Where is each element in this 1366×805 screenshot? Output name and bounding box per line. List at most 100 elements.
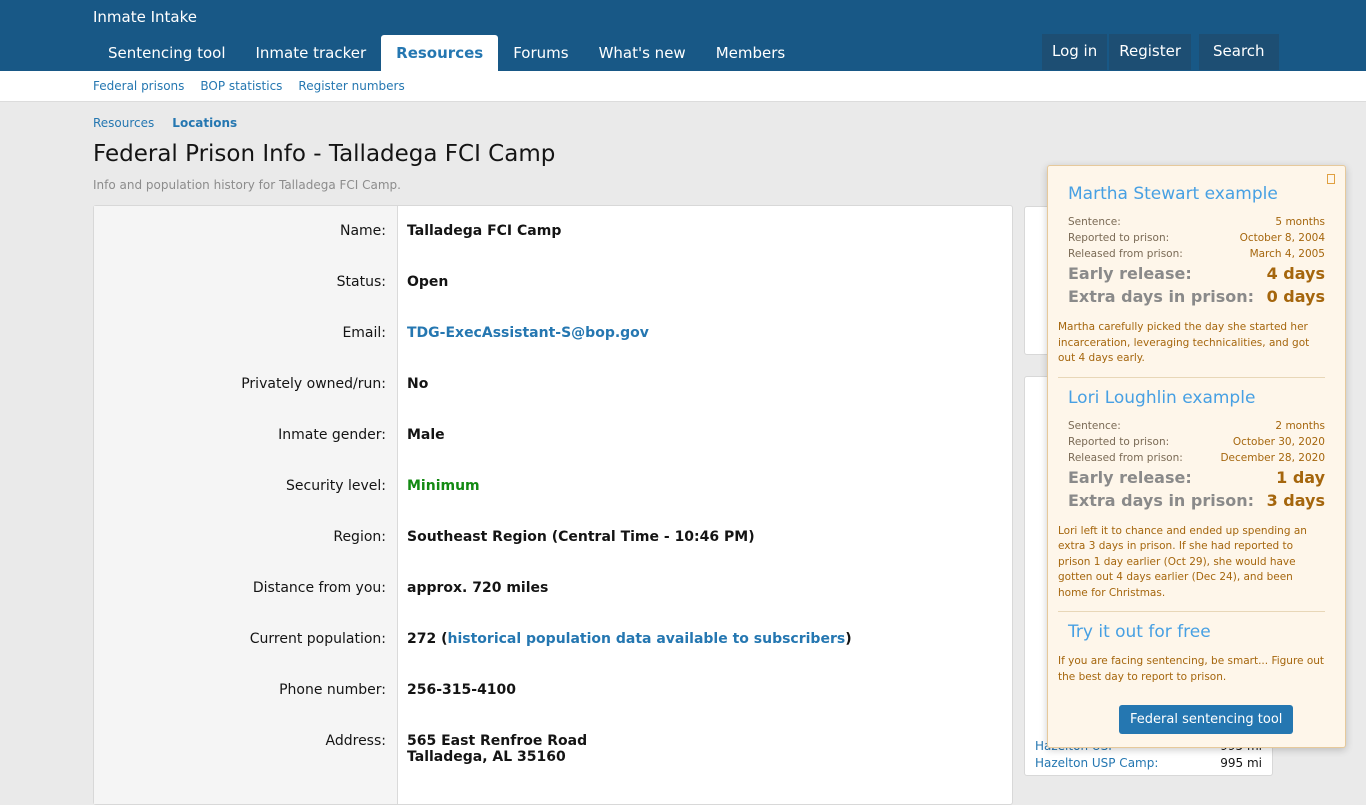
value-text: 565 East Renfroe Road xyxy=(407,733,588,749)
nav: Sentencing tool Inmate tracker Resources Fo… xyxy=(93,35,800,71)
value-text: TDG-ExecAssistant-S@bop.gov xyxy=(407,325,649,341)
nearby-name[interactable]: Hazelton USP Camp: xyxy=(1035,756,1159,770)
page-title: Federal Prison Info - Talladega FCI Camp xyxy=(93,141,556,167)
example-note: Martha carefully picked the day she star… xyxy=(1058,321,1310,364)
nav-tab[interactable]: Resources xyxy=(381,35,499,71)
detail-value: October 8, 2004 xyxy=(1239,232,1325,244)
info-row: Security level: Minimum xyxy=(94,478,1012,529)
info-label: Privately owned/run: xyxy=(241,376,386,392)
value-link[interactable]: historical population data available to … xyxy=(447,631,846,647)
detail-row: Released from prison: March 4, 2005 xyxy=(1068,246,1325,262)
detail-row: Sentence: 5 months xyxy=(1068,214,1325,230)
info-value: 565 East Renfroe Road Talladega, AL 35160 xyxy=(407,733,587,765)
cta-title[interactable]: Try it out for free xyxy=(1068,622,1211,642)
info-label: Phone number: xyxy=(279,682,386,698)
detail-label: Released from prison: xyxy=(1068,451,1183,464)
breadcrumb-link[interactable]: Resources xyxy=(93,116,155,130)
cta-text: If you are facing sentencing, be smart..… xyxy=(1058,655,1325,683)
value-text: Talladega, AL 35160 xyxy=(407,749,566,765)
detail-row: Reported to prison: October 30, 2020 xyxy=(1068,434,1325,450)
example-title[interactable]: Lori Loughlin example xyxy=(1068,387,1256,408)
detail-label: Sentence: xyxy=(1068,419,1121,432)
subnav: Federal prisons BOP statistics Register nu… xyxy=(0,71,1366,102)
example: Lori Loughlin example Sentence: 2 months Re… xyxy=(1058,387,1325,612)
value-text: Open xyxy=(407,274,449,290)
header: Inmate Intake Sentencing tool Inmate trac… xyxy=(0,0,1366,71)
info-value: Southeast Region (Central Time - 10:46 P… xyxy=(407,529,755,545)
summary-value: 4 days xyxy=(1266,264,1325,283)
info-label: Current population: xyxy=(249,631,386,647)
nav-tab[interactable]: Sentencing tool xyxy=(108,44,226,62)
value-text: No xyxy=(407,376,429,392)
detail-row: Reported to prison: October 8, 2004 xyxy=(1068,230,1325,246)
summary-value: 3 days xyxy=(1266,490,1325,510)
account-link[interactable]: Log in xyxy=(1042,34,1108,70)
info-row: Name: Talladega FCI Camp xyxy=(94,223,1012,274)
nav-tab[interactable]: Members xyxy=(715,44,786,62)
detail-label: Released from prison: xyxy=(1068,248,1183,260)
subnav-link[interactable]: BOP statistics xyxy=(200,79,283,93)
detail-value: 5 months xyxy=(1275,216,1325,228)
nav-tab[interactable]: What's new xyxy=(598,44,686,62)
value-text: approx. 720 miles xyxy=(407,580,549,596)
info-value: approx. 720 miles xyxy=(407,580,548,596)
subnav-link[interactable]: Federal prisons xyxy=(93,79,185,93)
info-row: Status: Open xyxy=(94,274,1012,325)
summary-row: Extra days in prison: 3 days xyxy=(1068,489,1325,512)
breadcrumb: Resources Locations xyxy=(93,116,237,130)
info-value: Talladega FCI Camp xyxy=(407,223,561,239)
info-row: Current population: 272 (historical popul… xyxy=(94,631,1012,682)
info-value: TDG-ExecAssistant-S@bop.gov xyxy=(407,325,649,341)
summary-label: Early release: xyxy=(1068,467,1192,487)
value-text: 272 ( xyxy=(407,631,448,647)
detail-row: Released from prison: December 28, 2020 xyxy=(1068,450,1325,466)
summary-label: Extra days in prison: xyxy=(1068,287,1255,306)
detail-value: October 30, 2020 xyxy=(1232,435,1325,448)
info-label: Inmate gender: xyxy=(278,427,386,443)
account-nav: Log in Register Search xyxy=(1042,34,1279,70)
account-link[interactable]: Search xyxy=(1199,34,1279,70)
page-description: Info and population history for Talladeg… xyxy=(93,178,401,192)
value-text: ) xyxy=(845,631,852,647)
close-icon xyxy=(1327,174,1335,184)
info-row: Privately owned/run: No xyxy=(94,376,1012,427)
info-value: Minimum xyxy=(407,478,480,494)
info-label: Security level: xyxy=(286,478,386,494)
summary-row: Early release: 4 days xyxy=(1068,262,1325,285)
popup: Martha Stewart example Sentence: 5 months R… xyxy=(1047,165,1346,748)
info-row: Inmate gender: Male xyxy=(94,427,1012,478)
subnav-link[interactable]: Register numbers xyxy=(298,79,405,93)
logo[interactable]: Inmate Intake xyxy=(93,8,197,26)
summary-label: Extra days in prison: xyxy=(1068,490,1255,510)
info-table: Name: Talladega FCI Camp Status: Open Email:… xyxy=(93,205,1013,805)
nearby-distance: 995 mi xyxy=(1220,756,1262,770)
info-value: No xyxy=(407,376,428,392)
value-text: Talladega FCI Camp xyxy=(407,223,562,239)
info-value: 256-315-4100 xyxy=(407,682,516,698)
value-text: Male xyxy=(407,427,445,443)
value-text: Minimum xyxy=(407,478,480,494)
detail-label: Sentence: xyxy=(1068,216,1121,228)
info-label: Email: xyxy=(342,325,386,341)
info-row: Address: 565 East Renfroe Road Talladega, … xyxy=(94,733,1012,784)
info-row: Region: Southeast Region (Central Time - … xyxy=(94,529,1012,580)
spacer xyxy=(1058,166,1325,184)
nav-tab[interactable]: Inmate tracker xyxy=(255,44,367,62)
example-title[interactable]: Martha Stewart example xyxy=(1068,184,1278,204)
info-label: Distance from you: xyxy=(252,580,386,596)
summary-label: Early release: xyxy=(1068,264,1192,283)
account-link[interactable]: Register xyxy=(1109,34,1191,70)
cta-button[interactable]: Federal sentencing tool xyxy=(1119,705,1294,734)
info-label: Region: xyxy=(333,529,386,545)
info-label: Address: xyxy=(325,733,386,749)
summary-value: 1 day xyxy=(1276,467,1325,487)
breadcrumb-link[interactable]: Locations xyxy=(172,116,238,130)
detail-label: Reported to prison: xyxy=(1068,435,1170,448)
info-row: Distance from you: approx. 720 miles xyxy=(94,580,1012,631)
info-row: Phone number: 256-315-4100 xyxy=(94,682,1012,733)
detail-value: 2 months xyxy=(1275,419,1325,432)
info-label: Name: xyxy=(339,223,386,239)
summary-value: 0 days xyxy=(1266,287,1325,306)
info-row: Email: TDG-ExecAssistant-S@bop.gov xyxy=(94,325,1012,376)
nav-tab[interactable]: Forums xyxy=(513,44,569,62)
